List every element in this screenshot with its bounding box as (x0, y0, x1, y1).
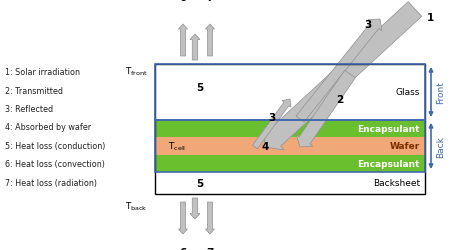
Polygon shape (264, 3, 422, 150)
Polygon shape (253, 100, 291, 149)
Polygon shape (190, 35, 200, 61)
Bar (155, 65, 425, 120)
Polygon shape (206, 25, 215, 57)
Text: 5: 5 (196, 82, 204, 92)
Bar (155, 120, 425, 172)
Text: Glass: Glass (396, 88, 420, 97)
Bar (155, 120, 425, 137)
Text: 3: 3 (365, 20, 372, 30)
Text: 7: 7 (206, 0, 214, 3)
Text: Wafer: Wafer (390, 142, 420, 151)
Text: Encapsulant: Encapsulant (357, 159, 420, 168)
Text: 7: 7 (206, 247, 214, 250)
Text: T$_{\rm cell}$: T$_{\rm cell}$ (168, 140, 186, 152)
Polygon shape (296, 71, 356, 148)
Bar (155, 137, 425, 156)
Text: Front: Front (436, 81, 445, 104)
Text: 6: Heat loss (convection): 6: Heat loss (convection) (5, 160, 105, 169)
Text: 5: Heat loss (conduction): 5: Heat loss (conduction) (5, 142, 105, 150)
Text: Back: Back (436, 136, 445, 157)
Polygon shape (179, 25, 188, 57)
Text: 5: 5 (196, 178, 204, 188)
Text: 4: Absorbed by wafer: 4: Absorbed by wafer (5, 123, 91, 132)
Text: 2: 2 (337, 94, 344, 104)
Text: T$_{\rm front}$: T$_{\rm front}$ (125, 66, 148, 78)
Text: 6: 6 (179, 0, 187, 3)
Text: T$_{\rm back}$: T$_{\rm back}$ (125, 200, 148, 212)
Polygon shape (190, 198, 200, 219)
Text: 6: 6 (179, 247, 187, 250)
Text: Backsheet: Backsheet (373, 179, 420, 188)
Text: 2: Transmitted: 2: Transmitted (5, 86, 63, 95)
Polygon shape (296, 20, 382, 123)
Text: 1: 1 (427, 13, 434, 23)
Bar (155, 172, 425, 194)
Text: 7: Heat loss (radiation): 7: Heat loss (radiation) (5, 178, 97, 187)
Polygon shape (179, 202, 188, 234)
Text: 3: Reflected: 3: Reflected (5, 104, 53, 114)
Bar (155, 65, 425, 120)
Bar (155, 156, 425, 172)
Bar (155, 65, 425, 194)
Text: 1: Solar irradiation: 1: Solar irradiation (5, 68, 80, 77)
Text: 3: 3 (268, 112, 275, 122)
Polygon shape (206, 202, 215, 234)
Text: Encapsulant: Encapsulant (357, 124, 420, 133)
Text: 4: 4 (261, 141, 269, 151)
